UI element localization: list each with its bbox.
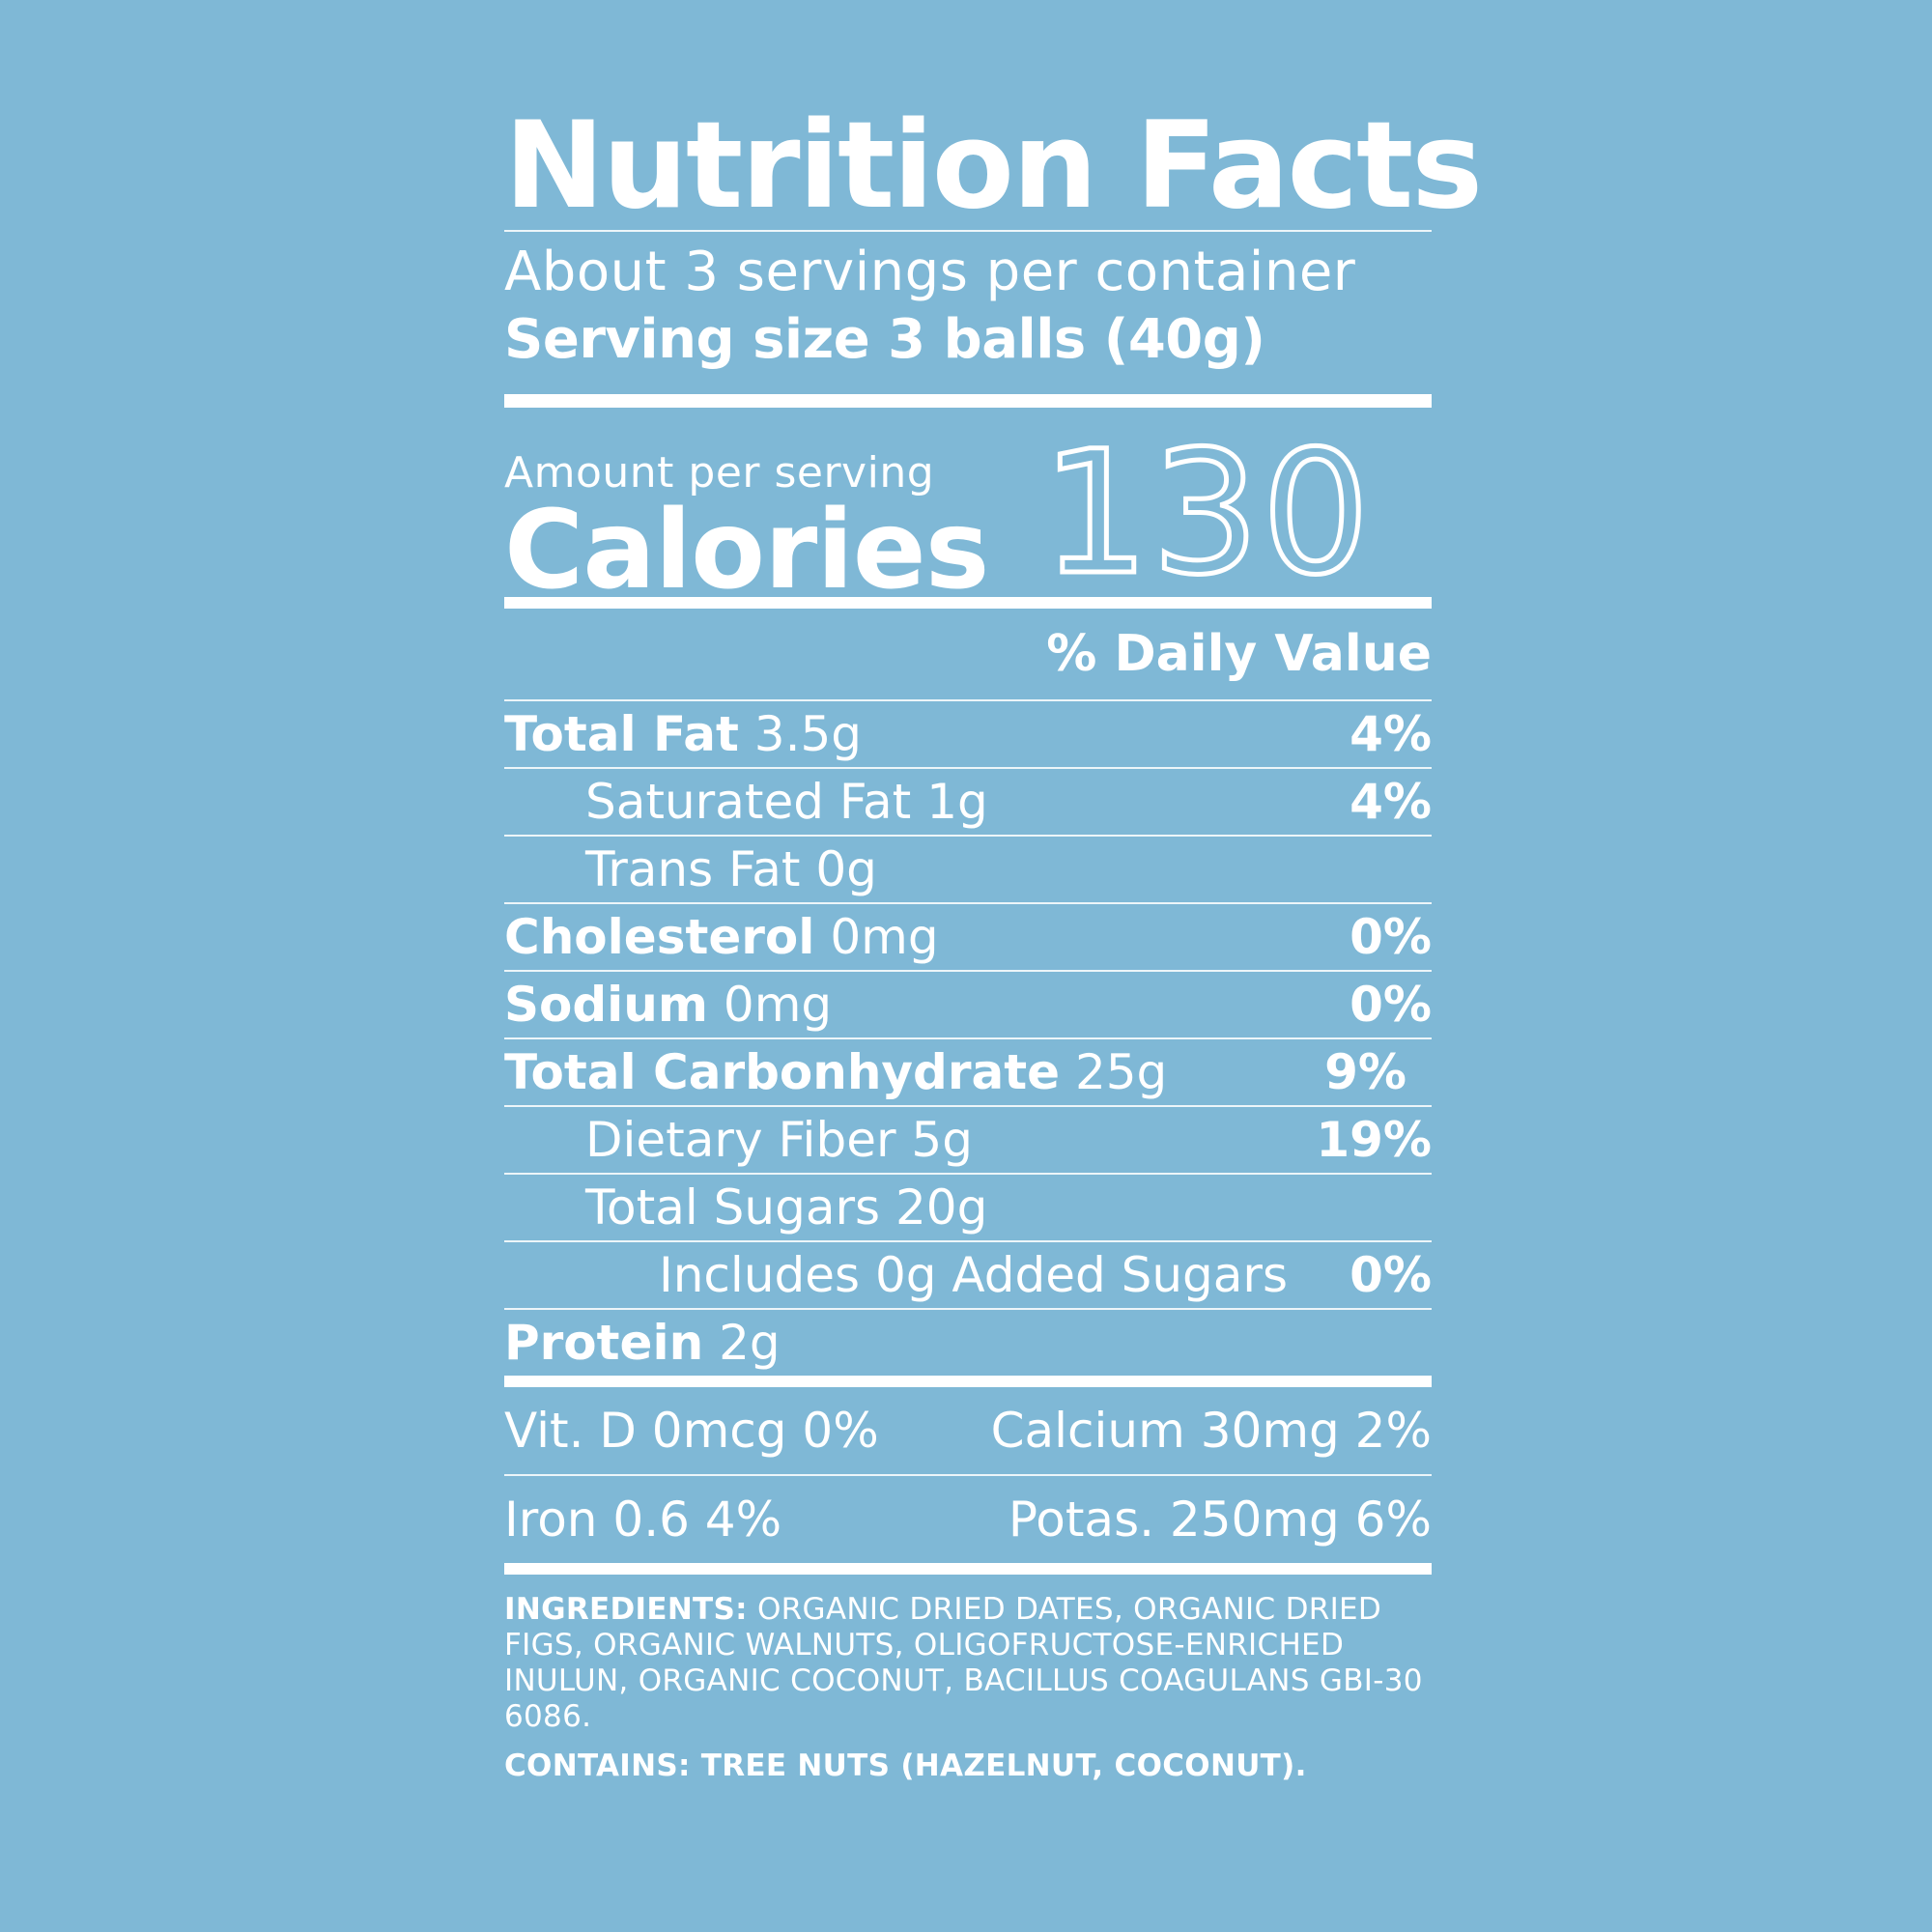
nutrient-name: Total Fat 3.5g <box>504 706 863 762</box>
allergen-statement: CONTAINS: TREE NUTS (HAZELNUT, COCONUT). <box>504 1748 1307 1783</box>
iron: Iron 0.6 4% <box>504 1492 782 1548</box>
nutrient-daily-value: 4% <box>1350 774 1432 830</box>
nutrient-name: Protein 2g <box>504 1315 781 1371</box>
protein-divider <box>504 1376 1432 1387</box>
nutrient-daily-value: 0% <box>1350 1247 1432 1303</box>
calories-block: Amount per serving Calories 130 <box>504 408 1432 612</box>
servings-per-container: About 3 servings per container <box>504 241 1356 303</box>
nutrient-row-cholesterol: Cholesterol 0mg 0% <box>504 902 1432 970</box>
nutrient-name: Total Carbonhydrate 25g <box>504 1044 1168 1100</box>
vitamin-bottom-divider <box>504 1563 1432 1575</box>
vitamin-divider <box>504 1474 1432 1476</box>
daily-value-header: % Daily Value <box>1046 625 1432 683</box>
calories-divider <box>504 597 1432 609</box>
calcium: Calcium 30mg 2% <box>990 1403 1432 1459</box>
nutrient-daily-value: 19% <box>1316 1112 1432 1168</box>
nutrient-row-total-sugars: Total Sugars 20g <box>504 1173 1432 1240</box>
nutrient-row-added-sugars: Includes 0g Added Sugars 0% <box>504 1240 1432 1308</box>
nutrient-name: Sodium 0mg <box>504 977 833 1033</box>
label-title: Nutrition Facts <box>504 97 1483 236</box>
nutrient-row-total-carbohydrate: Total Carbonhydrate 25g 9% <box>504 1037 1432 1105</box>
nutrient-daily-value: 0% <box>1350 977 1432 1033</box>
nutrient-name: Cholesterol 0mg <box>504 909 939 965</box>
nutrient-name: Includes 0g Added Sugars <box>659 1247 1289 1303</box>
serving-size: Serving size 3 balls (40g) <box>504 308 1265 371</box>
vitamin-row-1: Vit. D 0mcg 0% Calcium 30mg 2% <box>504 1387 1432 1474</box>
calories-label: Calories <box>504 488 989 613</box>
nutrient-row-total-fat: Total Fat 3.5g 4% <box>504 699 1432 767</box>
vitamin-d: Vit. D 0mcg 0% <box>504 1403 879 1459</box>
ingredients-text: ORGANIC DRIED DATES, ORGANIC DRIED FIGS,… <box>504 1592 1423 1734</box>
nutrient-row-trans-fat: Trans Fat 0g <box>504 835 1432 902</box>
ingredients-label: INGREDIENTS: <box>504 1592 748 1627</box>
nutrient-daily-value: 9% <box>1324 1044 1406 1100</box>
serving-divider <box>504 394 1432 408</box>
nutrient-name: Saturated Fat 1g <box>585 774 988 830</box>
potassium: Potas. 250mg 6% <box>1008 1492 1432 1548</box>
nutrient-row-sodium: Sodium 0mg 0% <box>504 970 1432 1037</box>
nutrient-row-dietary-fiber: Dietary Fiber 5g 19% <box>504 1105 1432 1173</box>
nutrient-daily-value: 4% <box>1350 706 1432 762</box>
nutrient-row-protein: Protein 2g <box>504 1308 1432 1376</box>
vitamin-row-2: Iron 0.6 4% Potas. 250mg 6% <box>504 1476 1432 1563</box>
amount-per-serving: Amount per serving <box>504 448 935 497</box>
nutrient-name: Total Sugars 20g <box>585 1179 988 1236</box>
nutrient-daily-value: 0% <box>1350 909 1432 965</box>
nutrient-name: Dietary Fiber 5g <box>585 1112 973 1168</box>
nutrition-facts-label: Nutrition Facts About 3 servings per con… <box>504 97 1483 1783</box>
calories-value: 130 <box>1039 414 1373 612</box>
ingredients: INGREDIENTS: ORGANIC DRIED DATES, ORGANI… <box>504 1592 1432 1735</box>
nutrient-row-saturated-fat: Saturated Fat 1g 4% <box>504 767 1432 835</box>
title-divider <box>504 230 1432 232</box>
nutrient-name: Trans Fat 0g <box>585 841 877 897</box>
